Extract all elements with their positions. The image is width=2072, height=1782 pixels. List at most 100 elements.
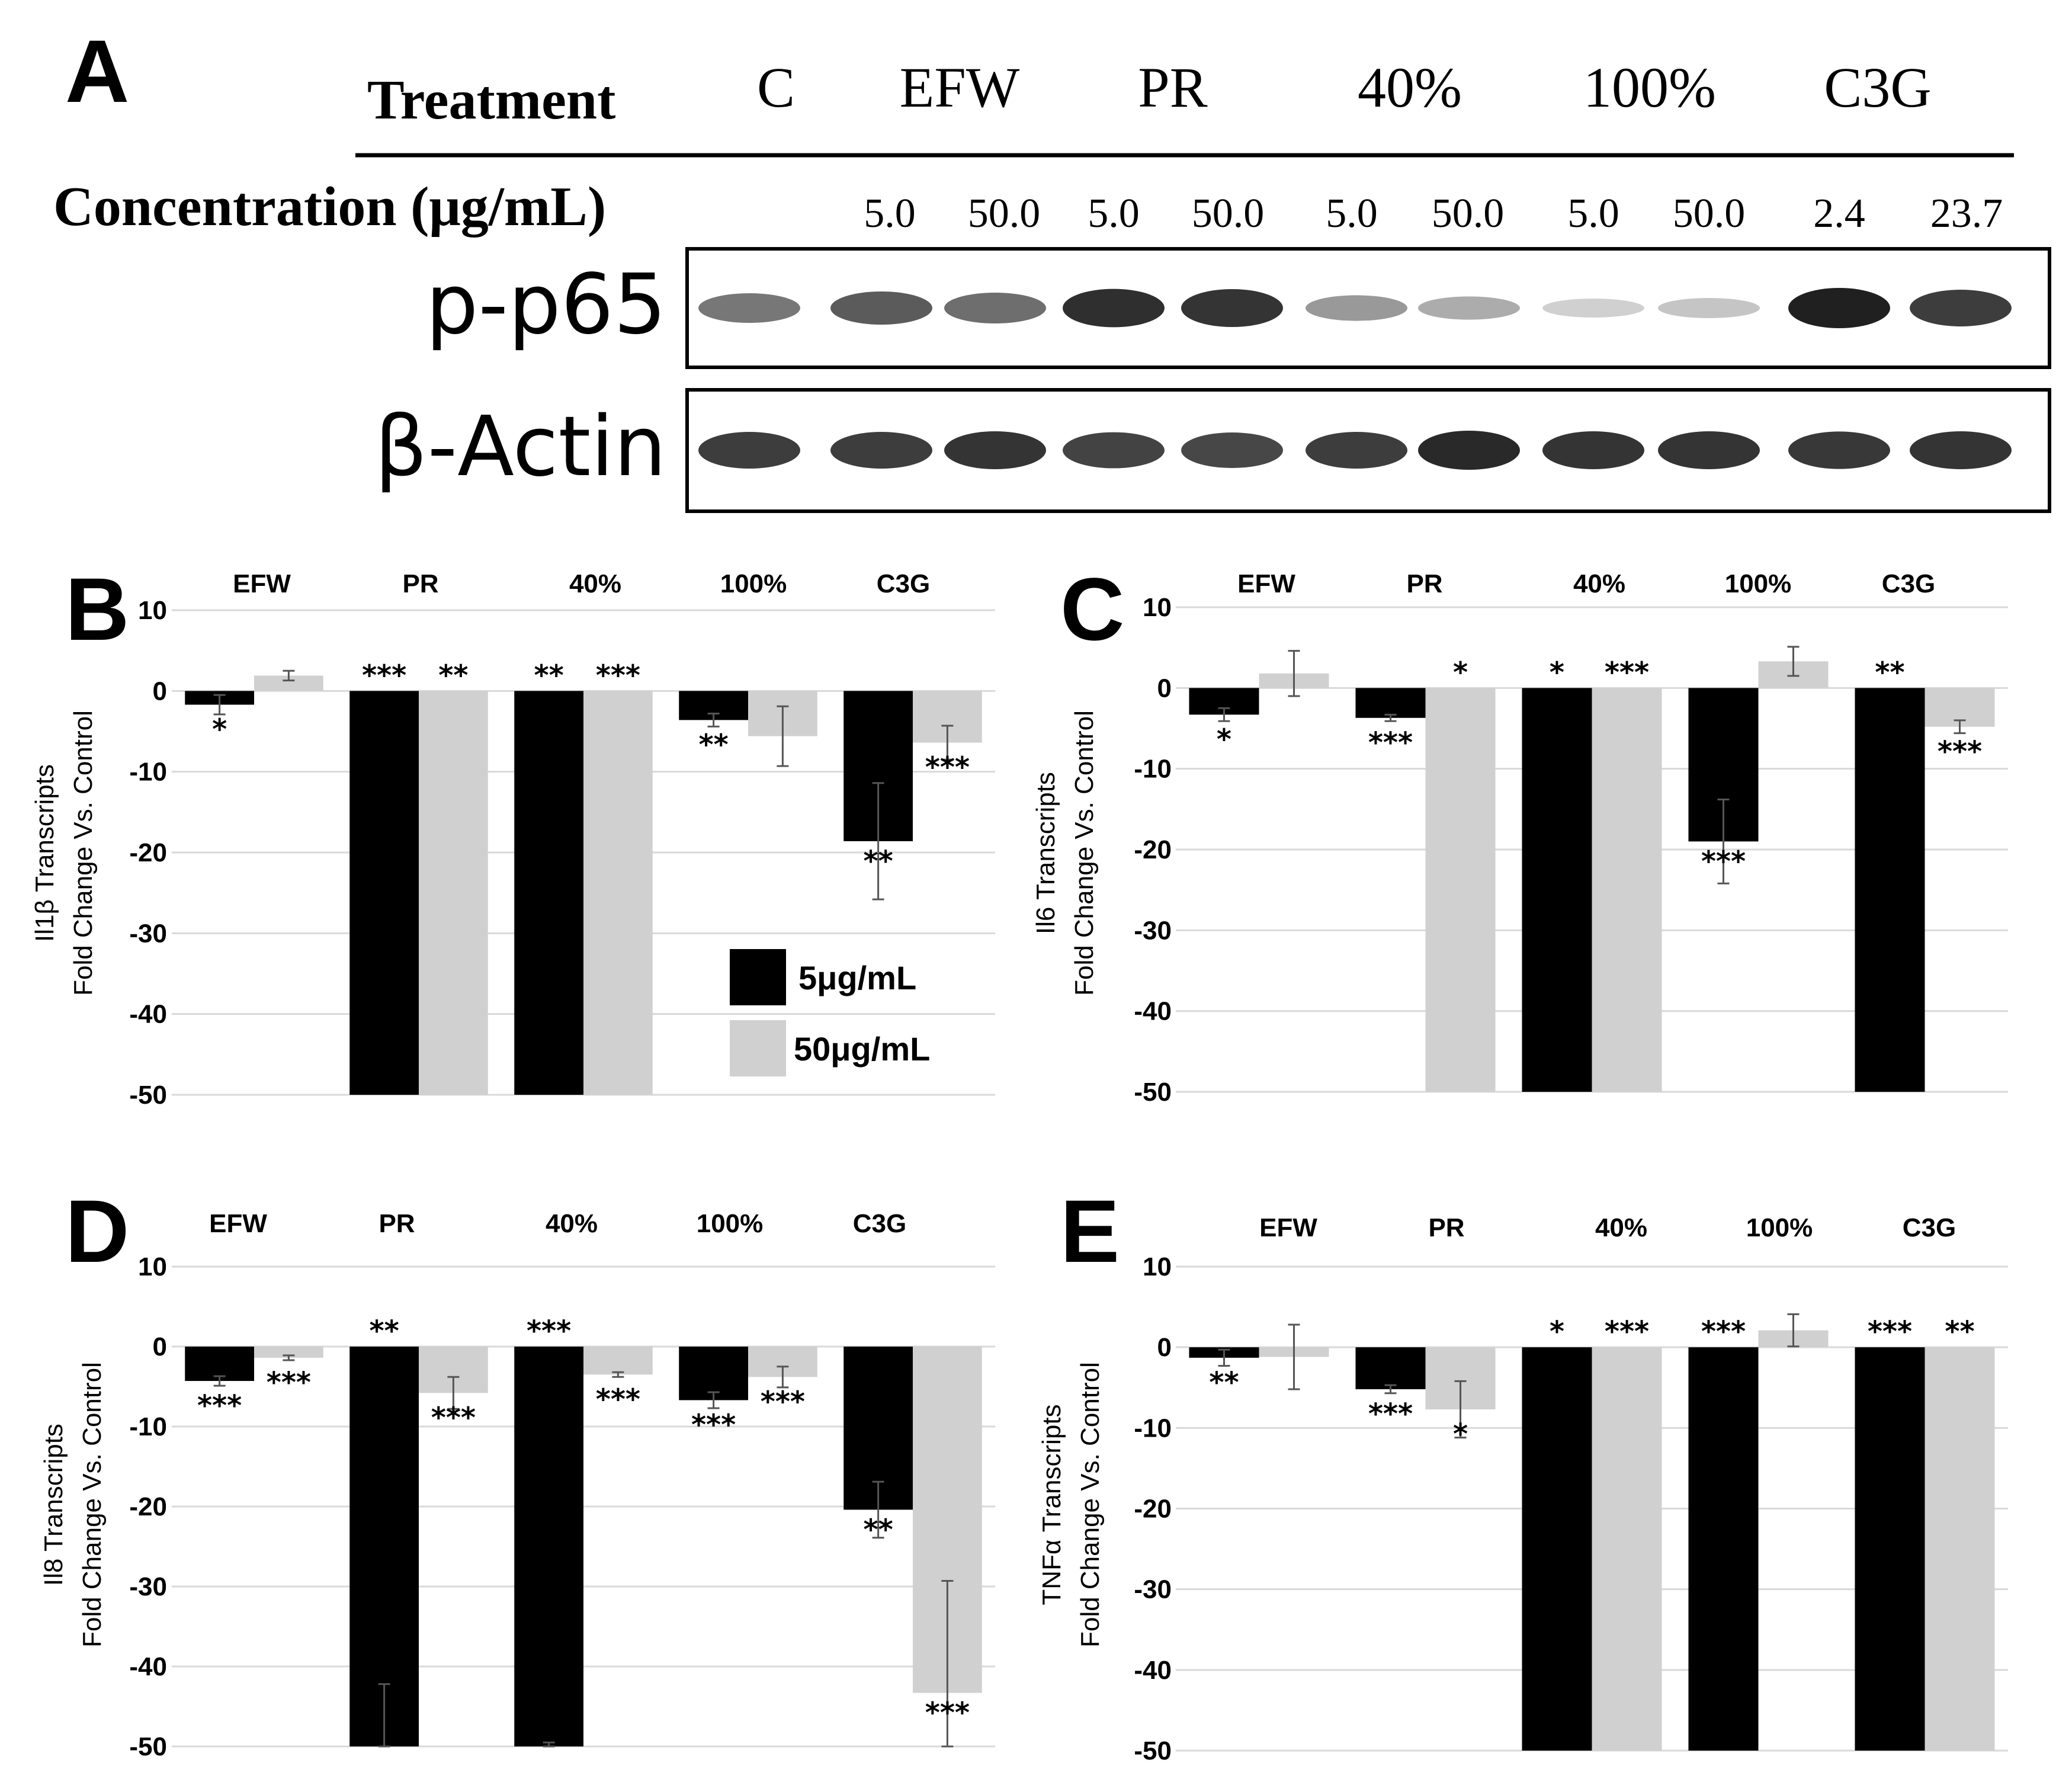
blot-band [1788,288,1890,328]
dose-legend: 5μg/mL 50μg/mL [730,949,930,1076]
y-axis-label-line1: Il8 Transcripts [39,1424,68,1586]
significance-marker: ** [1945,1315,1974,1348]
blot-band [1306,432,1407,469]
bar-5ug [1855,688,1925,1092]
y-tick-label: -10 [1134,1414,1172,1443]
blot-band [1910,431,2012,469]
y-tick-label: -20 [129,838,167,867]
category-label: 40% [1595,1213,1647,1242]
significance-marker: *** [761,1385,805,1418]
y-axis-label-line1: Il1β Transcripts [30,764,59,942]
significance-marker: ** [438,659,468,692]
category-label: PR [379,1209,415,1238]
blot-band [944,431,1046,469]
bar-50ug [419,691,488,1095]
treatment-label: Treatment [367,69,615,131]
significance-marker: *** [925,1697,970,1730]
category-label: PR [1428,1213,1464,1242]
category-label: EFW [209,1209,267,1238]
blot-band [698,432,800,469]
significance-marker: ** [864,845,893,878]
category-label: 100% [720,569,787,598]
blot-band [698,293,800,323]
significance-marker: *** [1868,1315,1912,1348]
y-tick-label: -40 [1134,1656,1172,1685]
y-tick-label: -50 [129,1081,167,1110]
y-tick-label: -50 [1134,1078,1172,1107]
y-tick-label: -30 [129,919,167,948]
y-tick-label: 0 [1157,674,1172,703]
blot-band [1306,295,1407,321]
significance-marker: *** [1701,1315,1746,1348]
legend-swatch-50ug [730,1020,786,1076]
concentration-value: 5.0 [1326,191,1378,236]
y-tick-label: 10 [138,596,167,625]
panel-letter: C [1060,559,1124,659]
legend-label-50ug: 50μg/mL [794,1030,930,1068]
concentration-value: 5.0 [1088,191,1140,236]
panel-letter: D [65,1181,129,1281]
significance-marker: * [1550,1315,1564,1348]
concentration-value: 50.0 [1432,191,1505,236]
bar-50ug [1592,1347,1662,1751]
bar-5ug [1855,1347,1925,1751]
category-label: C3G [853,1209,906,1238]
blot-label: β-Actin [374,399,666,495]
blot-band [1658,431,1760,469]
panel-a-letter: A [65,21,129,121]
category-label: C3G [1903,1213,1956,1242]
chart-panel-b: B 10 0 -10 -20 -30 -40 -50 Il1β Transcripts Fold … [30,559,995,1110]
y-axis-label-line2: Fold Change Vs. Control [1076,1362,1105,1648]
significance-marker: *** [527,1315,571,1348]
blot-band [1418,431,1520,470]
y-tick-label: -50 [129,1732,167,1761]
bar-50ug [1925,1347,1995,1751]
significance-marker: *** [1605,1315,1649,1348]
blot-band [944,293,1046,323]
y-tick-label: 10 [138,1252,167,1281]
legend-swatch-5ug [730,949,786,1005]
bar-5ug [1522,1347,1592,1751]
y-tick-label: -20 [1134,835,1172,864]
significance-marker: * [1453,1418,1468,1451]
y-tick-label: 10 [1143,593,1172,622]
category-label: PR [1406,569,1442,598]
treatment-header: C [757,56,795,119]
bar-50ug [1592,688,1662,1092]
y-tick-label: -30 [129,1572,167,1601]
panel-letter: E [1060,1181,1120,1281]
y-tick-label: -40 [129,1652,167,1681]
blot-band [1658,298,1760,318]
significance-marker: *** [596,659,640,692]
y-axis-label-line2: Fold Change Vs. Control [69,710,98,996]
category-label: 40% [1573,569,1625,598]
concentration-label: Concentration (μg/mL) [53,176,606,238]
y-tick-label: -40 [1134,997,1172,1026]
category-label: PR [402,569,438,598]
category-label: EFW [233,569,291,598]
category-label: 100% [1725,569,1792,598]
blot-band [830,291,932,325]
treatment-header: PR [1138,56,1207,119]
category-label: C3G [877,569,930,598]
blot-band [1418,296,1520,320]
category-label: 100% [697,1209,764,1238]
blot-band [1063,432,1165,469]
significance-marker: *** [362,659,406,692]
chart-panel-d: D 10 0 -10 -20 -30 -40 -50 Il8 Transcripts Fold C… [39,1181,995,1761]
y-axis-label-line2: Fold Change Vs. Control [1070,710,1099,996]
bar-5ug [1355,1347,1426,1389]
bar-5ug [349,1347,419,1746]
y-axis-label-line1: TNFα Transcripts [1037,1404,1066,1605]
significance-marker: * [212,713,227,746]
y-tick-label: -30 [1134,1575,1172,1604]
significance-marker: *** [925,751,970,784]
significance-marker: * [1550,656,1564,689]
significance-marker: *** [197,1389,242,1422]
concentration-value: 50.0 [1192,191,1265,236]
y-tick-label: 0 [153,677,167,706]
treatment-header: 40% [1358,56,1462,119]
y-axis-label-line1: Il6 Transcripts [1031,772,1060,934]
significance-marker: ** [370,1315,399,1348]
